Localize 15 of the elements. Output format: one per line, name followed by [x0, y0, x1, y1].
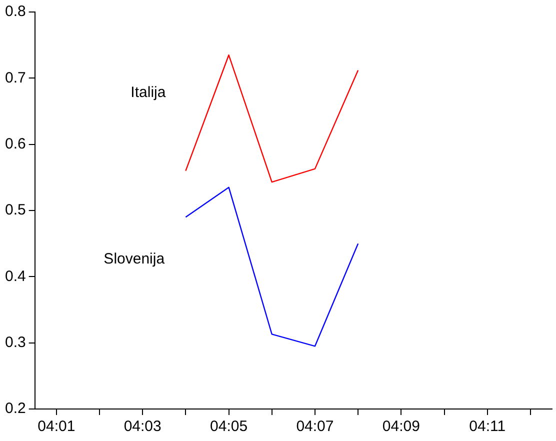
- y-tick-label: 0.2: [4, 400, 26, 418]
- y-tick-label: 0.3: [4, 334, 26, 351]
- y-tick-label: 0.6: [4, 135, 26, 152]
- y-tick-label: 0.4: [4, 268, 26, 285]
- x-tick-label: 04:07: [296, 418, 334, 436]
- x-tick-label: 04:01: [38, 418, 76, 436]
- y-tick-label: 0.5: [4, 202, 26, 219]
- x-tick-label: 04:11: [469, 418, 506, 436]
- x-tick-label: 04:05: [210, 418, 248, 436]
- text: Slovenija: [104, 250, 166, 268]
- x-tick-label: 04:09: [382, 418, 420, 436]
- y-tick-label: 0.7: [4, 69, 26, 86]
- x-tick-label: 04:03: [124, 418, 162, 436]
- y-tick-label: 0.8: [4, 3, 26, 20]
- text: Italija: [130, 84, 166, 101]
